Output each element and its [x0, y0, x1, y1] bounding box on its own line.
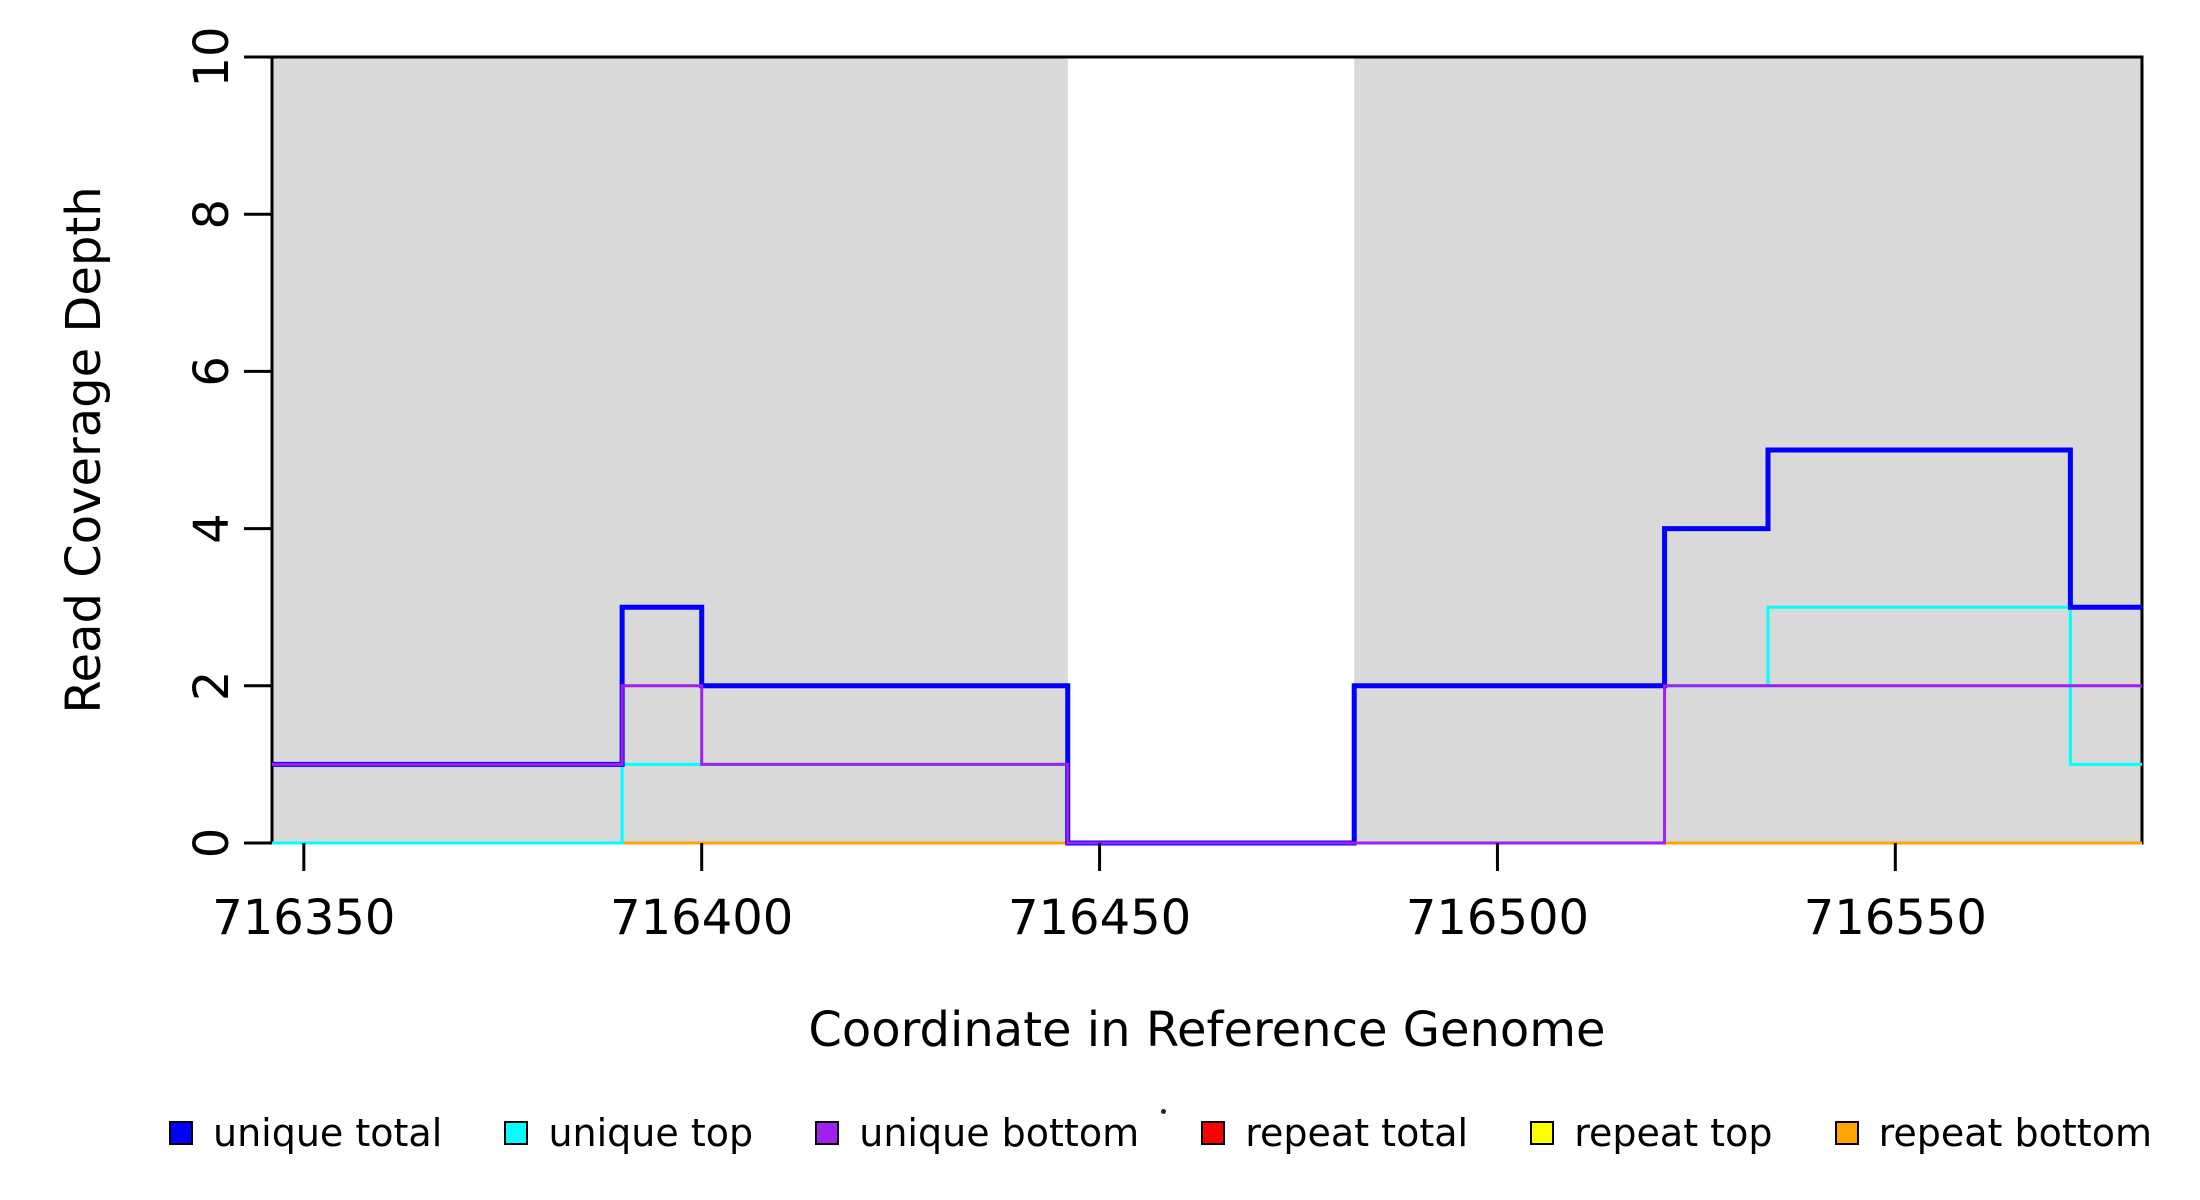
x-tick-label: 716350 — [212, 890, 395, 946]
y-tick-label: 10 — [184, 26, 240, 87]
y-tick-label: 2 — [184, 671, 240, 702]
legend-swatch-repeat-bottom — [1834, 1121, 1859, 1145]
y-tick-label: 0 — [184, 828, 240, 859]
legend-label: unique bottom — [859, 1111, 1140, 1155]
legend-label: unique total — [213, 1111, 443, 1155]
legend-swatch-repeat-total — [1201, 1121, 1226, 1145]
x-tick-label: 716500 — [1406, 890, 1589, 946]
x-axis-title: Coordinate in Reference Genome — [808, 1002, 1606, 1058]
legend-item-repeat-total: repeat total — [1201, 1107, 1468, 1159]
legend-item-repeat-top: repeat top — [1530, 1107, 1772, 1159]
legend: unique total unique top unique bottom repea… — [169, 1107, 2152, 1159]
y-axis-title: Read Coverage Depth — [56, 186, 112, 714]
legend-label: unique top — [548, 1111, 754, 1155]
legend-stray-dot-artifact — [1161, 1109, 1166, 1114]
legend-swatch-unique-bottom — [815, 1121, 840, 1145]
legend-item-unique-top: unique top — [504, 1107, 753, 1159]
y-tick-label: 4 — [184, 513, 240, 544]
series-line-unique-bottom — [272, 684, 2142, 845]
series-line-unique-total — [272, 447, 2142, 846]
legend-item-unique-bottom: unique bottom — [815, 1107, 1139, 1159]
legend-swatch-repeat-top — [1530, 1121, 1555, 1145]
legend-label: repeat top — [1574, 1111, 1773, 1155]
x-tick-label: 716450 — [1008, 890, 1191, 946]
legend-label: repeat total — [1245, 1111, 1469, 1155]
y-tick-label: 8 — [184, 199, 240, 230]
legend-label: repeat bottom — [1878, 1111, 2152, 1155]
legend-item-repeat-bottom: repeat bottom — [1834, 1107, 2152, 1159]
x-tick-label: 716550 — [1804, 890, 1987, 946]
legend-item-unique-total: unique total — [169, 1107, 442, 1159]
legend-swatch-unique-top — [504, 1121, 529, 1145]
legend-swatch-unique-total — [169, 1121, 193, 1145]
x-tick-label: 716400 — [610, 890, 793, 946]
y-tick-label: 6 — [184, 356, 240, 387]
shaded-region — [272, 57, 1068, 843]
